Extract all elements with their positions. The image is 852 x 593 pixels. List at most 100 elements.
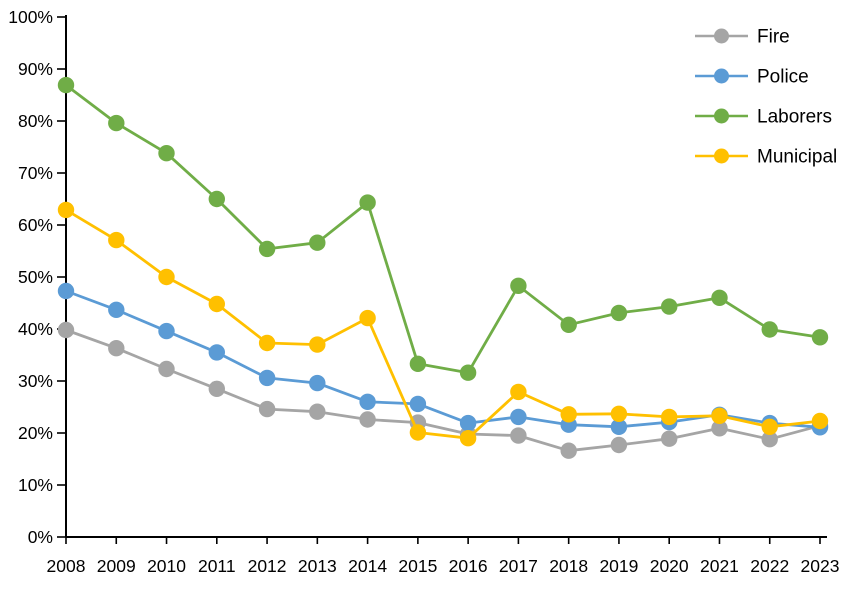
y-axis-tick-label: 30% [18, 371, 53, 391]
y-axis-tick-label: 100% [8, 7, 53, 27]
y-axis-tick-label: 40% [18, 319, 53, 339]
data-point-laborers-2010 [158, 145, 175, 162]
data-point-laborers-2011 [208, 190, 225, 208]
data-point-police-2019 [610, 418, 628, 435]
data-point-fire-2018 [560, 442, 577, 459]
x-axis-tick-label: 2010 [147, 556, 186, 576]
data-point-municipal-2008 [57, 201, 75, 219]
data-point-police-2013 [309, 374, 326, 392]
data-point-laborers-2012 [258, 240, 276, 258]
x-axis-tick-label: 2009 [97, 556, 136, 576]
data-point-municipal-2019 [610, 405, 628, 422]
data-point-municipal-2009 [108, 231, 125, 249]
x-axis-tick-label: 2011 [198, 556, 236, 576]
data-point-laborers-2022 [761, 321, 778, 338]
legend-label: Police [757, 67, 809, 88]
legend-marker-icon [714, 68, 729, 84]
x-axis-tick-label: 2020 [650, 556, 689, 576]
x-axis-tick-label: 2023 [801, 556, 840, 576]
x-axis-tick-label: 2012 [248, 556, 287, 576]
x-axis-tick-label: 2022 [750, 556, 789, 576]
data-point-municipal-2018 [560, 406, 577, 423]
data-point-municipal-2013 [309, 336, 326, 353]
legend-item-municipal: Municipal [695, 147, 837, 168]
data-point-municipal-2020 [661, 408, 678, 426]
data-point-municipal-2016 [459, 430, 477, 447]
data-point-police-2012 [258, 369, 276, 387]
data-point-fire-2013 [309, 403, 326, 420]
y-axis-tick-label: 10% [18, 475, 53, 495]
data-point-police-2017 [510, 408, 527, 426]
x-axis-tick-label: 2018 [549, 556, 588, 576]
data-point-laborers-2017 [510, 277, 527, 294]
legend-label: Municipal [757, 147, 837, 168]
x-axis-tick-label: 2021 [700, 556, 739, 576]
data-point-police-2008 [57, 282, 75, 300]
legend-item-laborers: Laborers [695, 107, 832, 128]
data-point-municipal-2011 [208, 295, 225, 313]
data-point-laborers-2009 [108, 114, 125, 132]
y-axis-tick-label: 0% [28, 527, 53, 547]
series-line-police [64, 289, 822, 429]
legend-marker-icon [714, 28, 729, 44]
legend-item-police: Police [695, 67, 809, 88]
y-axis-tick-label: 20% [18, 423, 53, 443]
data-point-fire-2017 [510, 427, 527, 444]
x-axis-tick-label: 2014 [348, 556, 387, 576]
data-point-fire-2012 [258, 400, 276, 418]
data-point-municipal-2014 [359, 309, 376, 327]
x-axis-tick-label: 2016 [449, 556, 488, 576]
data-point-municipal-2015 [409, 424, 427, 441]
legend-item-fire: Fire [695, 27, 790, 48]
x-axis-tick-label: 2015 [398, 556, 437, 576]
data-point-police-2009 [108, 301, 125, 318]
data-point-police-2014 [359, 393, 376, 410]
y-axis-tick-label: 80% [18, 111, 53, 131]
legend-label: Laborers [757, 107, 832, 128]
data-point-fire-2020 [661, 430, 678, 447]
data-point-municipal-2021 [711, 407, 728, 424]
data-point-fire-2008 [57, 321, 75, 339]
legend-marker-icon [714, 108, 729, 124]
x-axis-tick-label: 2013 [298, 556, 337, 576]
data-point-fire-2009 [108, 340, 125, 357]
legend-label: Fire [757, 27, 790, 48]
data-point-laborers-2019 [610, 304, 628, 322]
data-point-municipal-2023 [811, 412, 829, 430]
y-axis-tick-label: 90% [18, 59, 53, 79]
x-axis-tick-label: 2017 [499, 556, 538, 576]
y-axis-tick-label: 70% [18, 163, 53, 183]
data-point-laborers-2023 [811, 329, 829, 346]
series-line-fire [64, 328, 822, 453]
data-point-police-2010 [158, 322, 175, 340]
data-point-municipal-2010 [158, 268, 175, 286]
y-axis-tick-label: 60% [18, 215, 53, 235]
data-point-laborers-2018 [560, 316, 577, 333]
data-point-municipal-2017 [510, 383, 527, 401]
x-axis-tick-label: 2019 [599, 556, 638, 576]
data-point-municipal-2022 [761, 418, 778, 435]
data-point-laborers-2008 [57, 76, 75, 94]
data-point-fire-2019 [610, 436, 628, 454]
data-point-police-2011 [208, 344, 225, 361]
data-point-laborers-2014 [359, 194, 376, 211]
x-axis-tick-label: 2008 [47, 556, 86, 576]
data-point-laborers-2020 [661, 298, 678, 315]
series-line-laborers [64, 83, 822, 375]
data-point-municipal-2012 [258, 334, 276, 352]
data-point-fire-2021 [711, 420, 728, 437]
data-point-fire-2014 [359, 411, 376, 428]
data-point-fire-2010 [158, 360, 175, 378]
data-point-fire-2011 [208, 380, 225, 397]
data-point-laborers-2021 [711, 289, 728, 306]
legend-marker-icon [714, 148, 729, 164]
y-axis-tick-label: 50% [18, 267, 53, 287]
data-point-fire-2022 [761, 431, 778, 448]
data-point-laborers-2013 [309, 234, 326, 251]
data-point-laborers-2015 [409, 355, 427, 372]
data-point-police-2016 [459, 414, 477, 432]
data-point-laborers-2016 [459, 364, 477, 381]
